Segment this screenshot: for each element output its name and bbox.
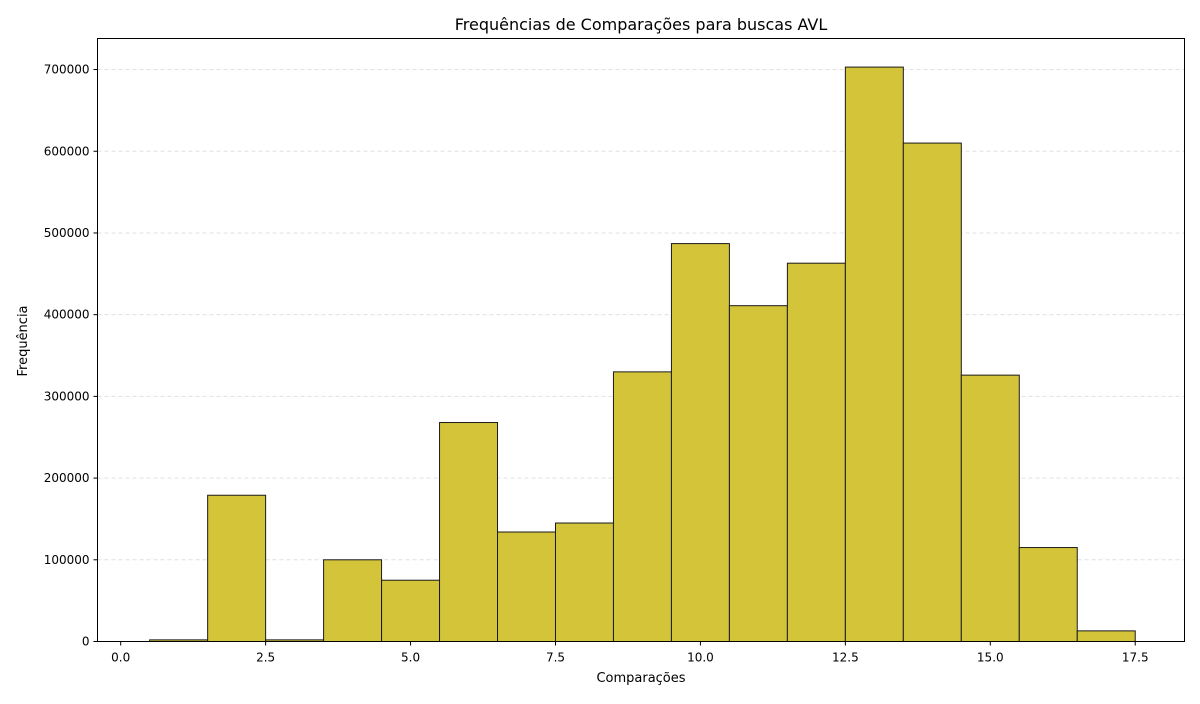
bar-9 (612, 371, 672, 642)
x-axis-label: Comparações (596, 671, 685, 686)
x-tick-label-2: 5.0 (401, 651, 420, 665)
bar-12 (786, 262, 846, 642)
bar-2 (207, 494, 267, 642)
bar-7 (497, 531, 556, 643)
y-tick-label-4: 400000 (44, 308, 90, 322)
x-tick-label-4: 10.0 (687, 651, 714, 665)
histogram-bars (149, 66, 1136, 643)
bar-11 (728, 305, 788, 642)
bar-13 (844, 66, 904, 643)
plot-frame (97, 38, 1185, 642)
x-tick-label-0: 0.0 (111, 651, 130, 665)
chart-title: Frequências de Comparações para buscas A… (455, 15, 828, 34)
bar-15 (960, 374, 1020, 642)
x-tick-label-7: 17.5 (1122, 651, 1149, 665)
y-axis-label: Frequência (16, 305, 31, 376)
bar-8 (554, 522, 614, 643)
y-tick-label-1: 100000 (44, 553, 90, 567)
bar-14 (902, 142, 962, 643)
y-tick-label-6: 600000 (44, 144, 90, 158)
x-tick-label-5: 12.5 (832, 651, 859, 665)
y-tick-label-3: 300000 (44, 389, 90, 403)
x-tick-label-6: 15.0 (977, 651, 1004, 665)
x-axis-ticks: 0.0 2.5 5.0 7.5 10.0 12.5 15.0 17.5 (111, 641, 1149, 665)
bar-17 (1076, 630, 1136, 643)
bar-4 (323, 559, 383, 642)
y-tick-label-2: 200000 (44, 471, 90, 485)
y-tick-label-0: 0 (82, 635, 90, 649)
bar-6 (439, 422, 499, 642)
bar-10 (670, 243, 730, 643)
y-tick-label-7: 700000 (44, 63, 90, 77)
bar-16 (1018, 547, 1078, 642)
y-axis-ticks: 0 100000 200000 300000 400000 500000 600000 700… (44, 63, 98, 649)
y-tick-label-5: 500000 (44, 226, 90, 240)
bar-5 (381, 579, 441, 642)
x-tick-label-1: 2.5 (256, 651, 275, 665)
x-tick-label-3: 7.5 (546, 651, 565, 665)
